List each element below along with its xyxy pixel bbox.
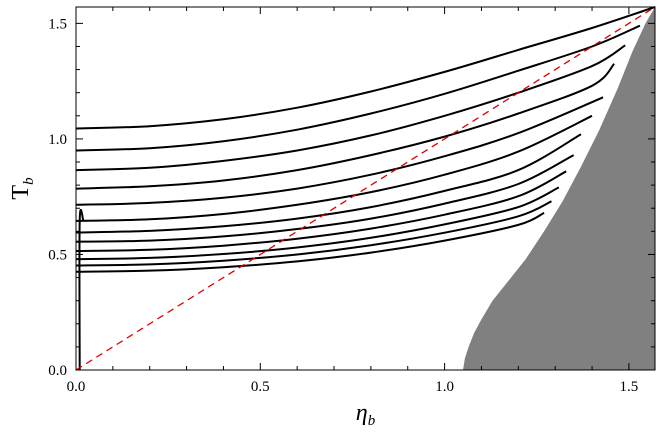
shaded-region-0	[463, 7, 655, 370]
diagonal-dashed-line	[75, 6, 656, 371]
series-line-3	[75, 63, 615, 190]
plot-frame	[75, 6, 656, 371]
series-line-4	[75, 96, 604, 206]
regions-layer	[463, 7, 655, 370]
x-tick-label: 1.5	[620, 379, 639, 395]
x-axis-label-sub: b	[368, 413, 376, 429]
x-axis-label: ηb	[356, 400, 376, 429]
series-line-1	[75, 24, 641, 152]
y-tick-label: 0.5	[48, 247, 67, 263]
x-tick-label: 1.0	[435, 379, 454, 395]
y-axis-label: Tb	[8, 177, 37, 200]
series-line-10	[75, 200, 552, 267]
series-layer	[75, 6, 656, 371]
y-tick-label: 0.0	[48, 363, 67, 379]
series-line-9	[75, 186, 560, 261]
series-line-0	[75, 6, 656, 130]
series-line-6	[75, 133, 582, 234]
series-line-7	[75, 154, 575, 243]
x-tick-label: 0.0	[67, 379, 86, 395]
series-line-12	[78, 209, 85, 371]
y-axis-label-sub: b	[21, 177, 37, 185]
x-tick-label: 0.5	[251, 379, 270, 395]
ticks-layer: 0.0 0.5 1.0 1.5 0.0 0.5 1.0 1.5	[48, 7, 655, 395]
series-line-2	[75, 44, 626, 172]
series-line-11	[75, 211, 545, 273]
y-axis-label-main: T	[8, 185, 34, 200]
y-tick-label: 1.5	[48, 16, 67, 32]
series-line-8	[75, 170, 567, 252]
series-line-5	[75, 114, 593, 222]
y-tick-label: 1.0	[48, 132, 67, 148]
x-axis-label-main: η	[356, 400, 368, 426]
